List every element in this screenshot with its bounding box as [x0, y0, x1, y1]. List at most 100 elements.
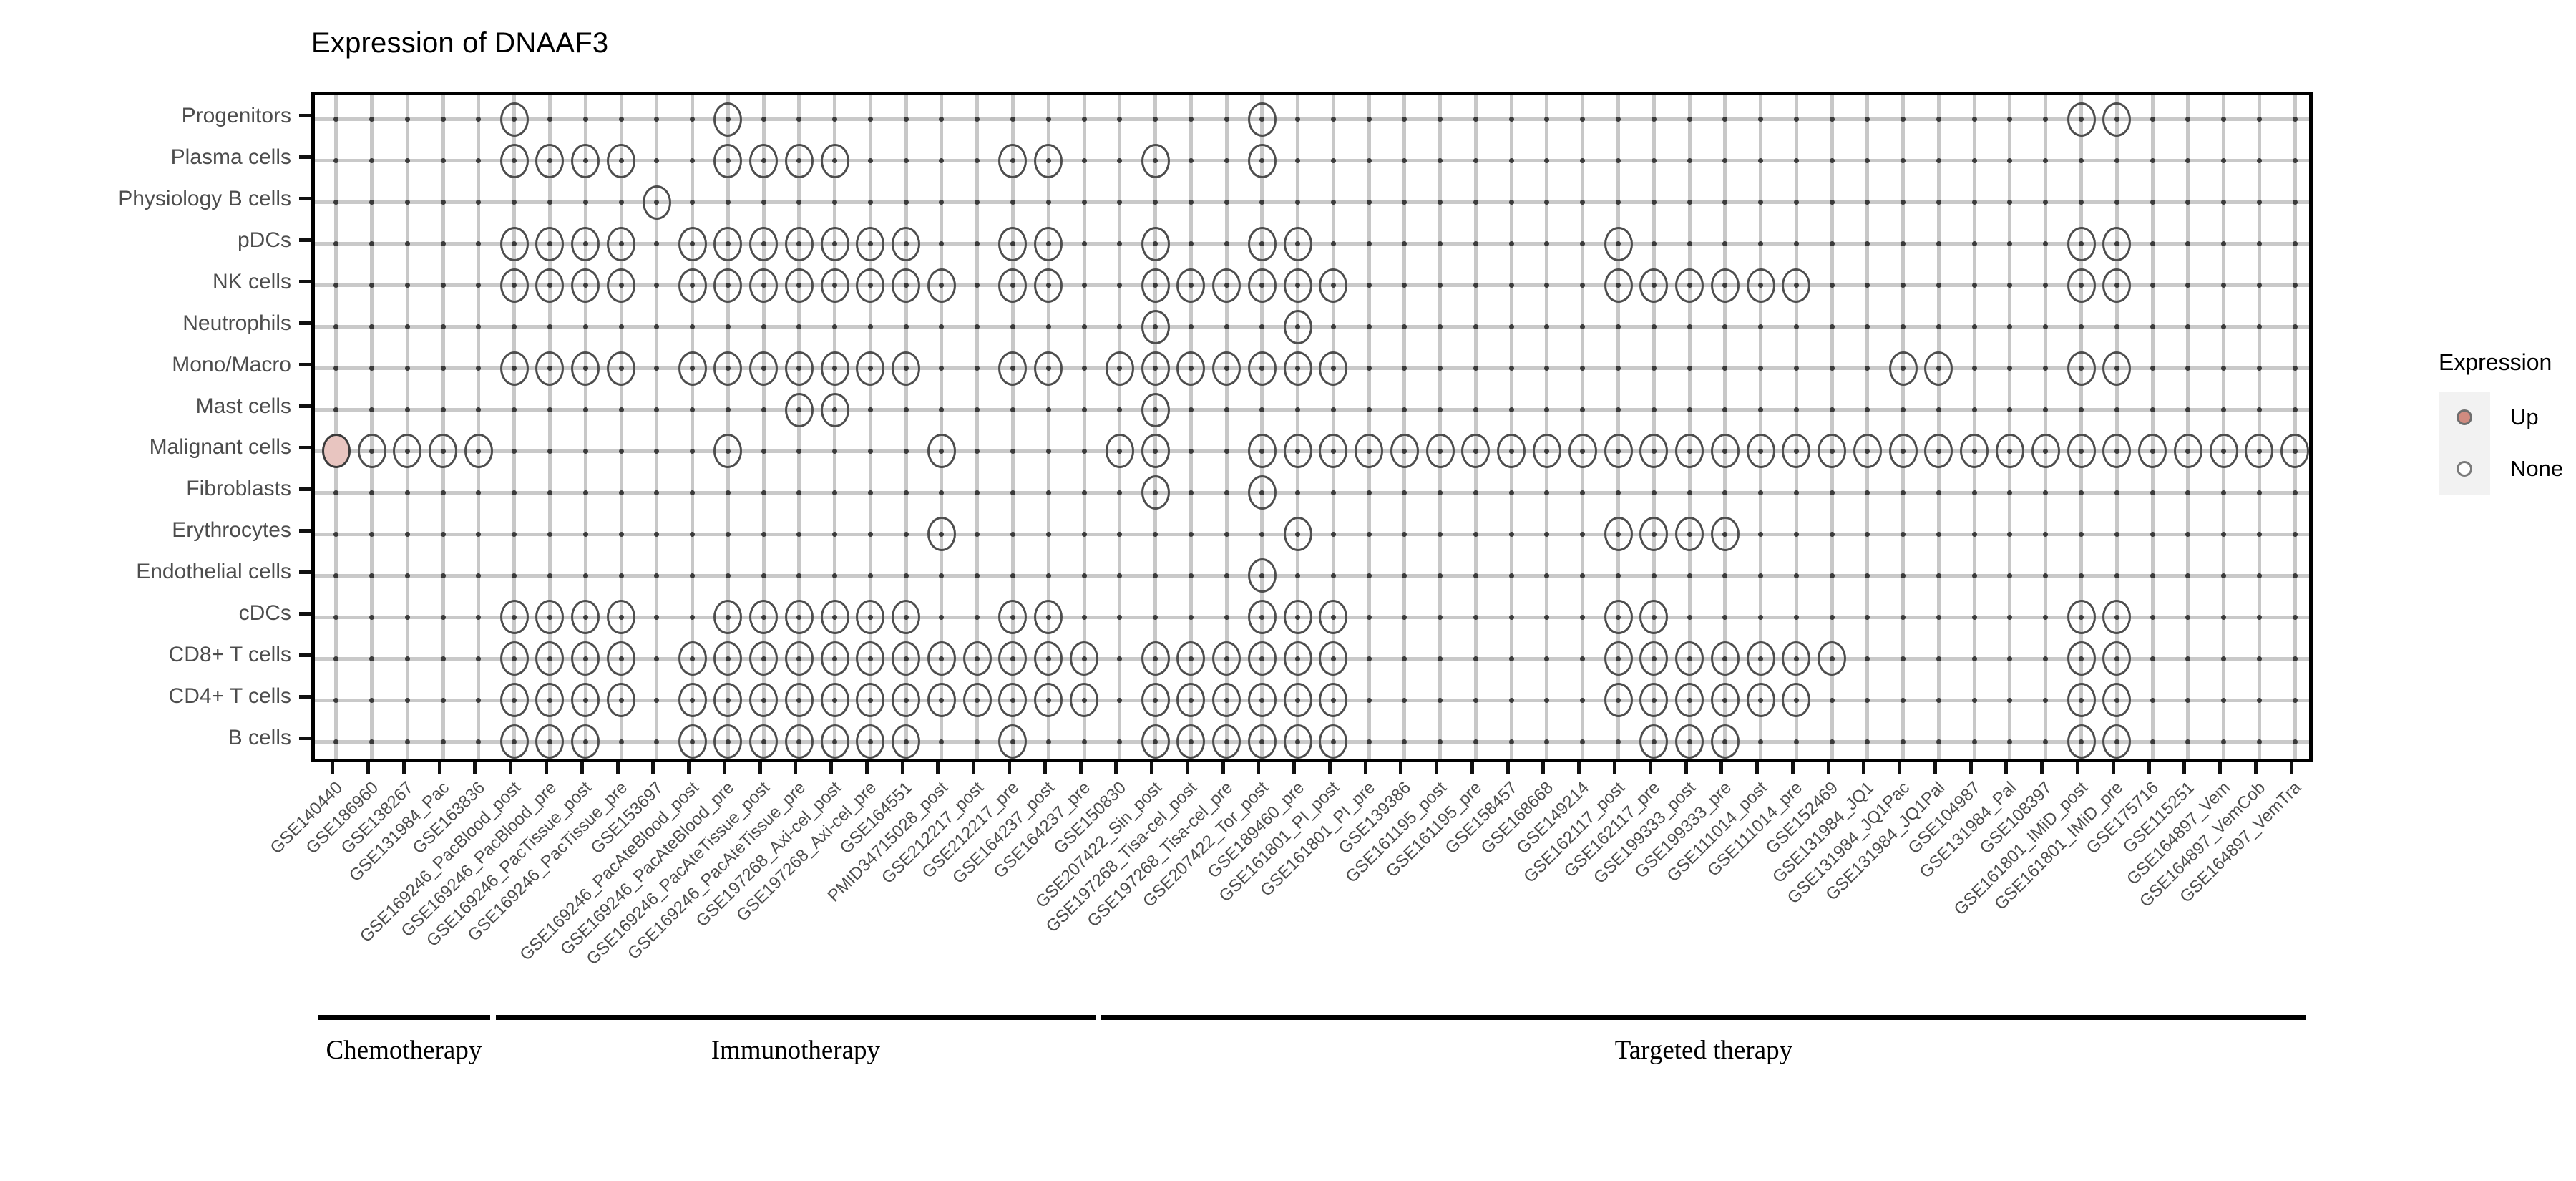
grid-intersection-dot [512, 324, 517, 330]
grid-intersection-dot [761, 573, 766, 578]
grid-intersection-dot [975, 573, 980, 578]
grid-intersection-dot [903, 158, 909, 164]
grid-intersection-dot [440, 117, 446, 122]
legend-item[interactable]: Up [2439, 392, 2563, 443]
grid-intersection-dot [1971, 117, 1977, 122]
expression-dot [1319, 351, 1348, 386]
grid-intersection-dot [512, 448, 517, 454]
x-axis-tick [1114, 762, 1118, 774]
grid-line-vertical [868, 95, 872, 759]
expression-dot [1782, 434, 1811, 469]
grid-line-vertical [1830, 95, 1834, 759]
expression-dot [998, 641, 1028, 676]
grid-line-vertical [726, 95, 730, 759]
grid-intersection-dot [2150, 531, 2155, 537]
expression-dot [927, 517, 956, 552]
expression-dot [998, 351, 1028, 386]
grid-intersection-dot [1402, 614, 1407, 620]
expression-dot [499, 600, 529, 635]
expression-dot [998, 600, 1028, 635]
grid-intersection-dot [1081, 200, 1087, 205]
expression-dot [1710, 268, 1740, 303]
grid-intersection-dot [1188, 117, 1194, 122]
expression-dot [535, 143, 565, 178]
legend-item[interactable]: None [2439, 443, 2563, 495]
grid-intersection-dot [975, 158, 980, 164]
grid-intersection-dot [1117, 117, 1123, 122]
grid-intersection-dot [2114, 490, 2119, 495]
expression-dot [1319, 683, 1348, 718]
expression-dot [535, 724, 565, 759]
expression-dot [784, 724, 814, 759]
grid-intersection-dot [939, 614, 945, 620]
grid-intersection-dot [1045, 200, 1051, 205]
grid-intersection-dot [1438, 283, 1443, 288]
expression-dot [1319, 268, 1348, 303]
grid-intersection-dot [2221, 158, 2227, 164]
x-axis-tick [437, 762, 441, 774]
expression-dot [2102, 683, 2132, 718]
grid-intersection-dot [2007, 614, 2013, 620]
grid-intersection-dot [1544, 614, 1550, 620]
expression-dot [607, 683, 636, 718]
expression-dot [1212, 268, 1241, 303]
plot-panel [311, 92, 2313, 762]
grid-intersection-dot [369, 697, 375, 703]
grid-intersection-dot [369, 200, 375, 205]
legend-items: Up None [2439, 392, 2563, 495]
grid-intersection-dot [2043, 241, 2049, 247]
expression-dot [784, 641, 814, 676]
expression-dot [607, 641, 636, 676]
grid-intersection-dot [1829, 283, 1835, 288]
grid-intersection-dot [582, 573, 588, 578]
x-axis-tick [509, 762, 513, 774]
grid-intersection-dot [1901, 200, 1906, 205]
y-axis-label: Fibroblasts [186, 477, 291, 501]
grid-intersection-dot [2043, 531, 2049, 537]
grid-intersection-dot [1295, 490, 1301, 495]
grid-intersection-dot [1580, 573, 1586, 578]
expression-dot [1212, 724, 1241, 759]
grid-intersection-dot [618, 573, 624, 578]
grid-intersection-dot [1580, 366, 1586, 371]
grid-intersection-dot [1366, 614, 1372, 620]
x-axis-tick [1613, 762, 1617, 774]
grid-intersection-dot [1544, 117, 1550, 122]
grid-intersection-dot [1402, 531, 1407, 537]
grid-intersection-dot [1971, 283, 1977, 288]
expression-dot [1639, 641, 1669, 676]
grid-intersection-dot [1117, 241, 1123, 247]
grid-intersection-dot [1045, 324, 1051, 330]
expression-dot [571, 683, 600, 718]
x-axis-tick [580, 762, 584, 774]
grid-intersection-dot [1330, 407, 1336, 413]
grid-intersection-dot [2079, 531, 2084, 537]
grid-intersection-dot [1758, 117, 1764, 122]
expression-dot [1247, 143, 1277, 178]
y-axis-tick [299, 238, 311, 243]
x-axis-tick [1541, 762, 1546, 774]
grid-intersection-dot [1971, 241, 1977, 247]
grid-intersection-dot [476, 283, 482, 288]
grid-intersection-dot [369, 739, 375, 744]
x-axis-tick [1150, 762, 1154, 774]
grid-line-vertical [1082, 95, 1086, 759]
grid-line-vertical [583, 95, 587, 759]
grid-intersection-dot [2292, 407, 2298, 413]
grid-intersection-dot [690, 573, 696, 578]
expression-dot [1675, 683, 1704, 718]
grid-intersection-dot [1010, 324, 1015, 330]
grid-intersection-dot [1473, 200, 1478, 205]
expression-dot [713, 600, 743, 635]
grid-intersection-dot [2185, 117, 2191, 122]
therapy-group-bar [1101, 1015, 2306, 1020]
expression-dot [1425, 434, 1455, 469]
therapy-group-bar [317, 1015, 490, 1020]
grid-intersection-dot [1971, 407, 1977, 413]
expression-dot [1070, 683, 1098, 718]
grid-intersection-dot [1687, 490, 1692, 495]
expression-dot [1034, 268, 1063, 303]
grid-intersection-dot [476, 366, 482, 371]
grid-intersection-dot [975, 283, 980, 288]
grid-intersection-dot [1366, 531, 1372, 537]
